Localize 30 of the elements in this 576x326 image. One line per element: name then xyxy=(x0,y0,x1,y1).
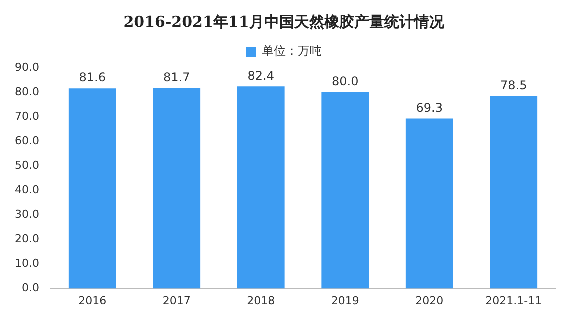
data-label: 82.4 xyxy=(248,68,274,83)
x-tick-label: 2017 xyxy=(162,294,191,308)
y-tick-label: 10.0 xyxy=(14,257,40,270)
y-tick-label: 30.0 xyxy=(14,208,40,222)
x-tick-label: 2020 xyxy=(416,294,444,308)
y-tick-label: 90.0 xyxy=(14,60,40,74)
y-tick-label: 70.0 xyxy=(14,110,40,123)
x-tick-label: 2019 xyxy=(331,294,360,308)
y-tick-label: 60.0 xyxy=(14,134,40,148)
bar xyxy=(322,92,370,289)
y-tick-label: 0.0 xyxy=(22,282,40,295)
bar xyxy=(68,88,116,289)
chart-title: 2016-2021年11月中国天然橡胶产量统计情况 xyxy=(124,12,446,31)
bar xyxy=(153,88,201,289)
bar xyxy=(237,86,285,289)
y-tick-label: 80.0 xyxy=(14,85,40,98)
data-label: 81.6 xyxy=(79,70,106,85)
y-tick-label: 50.0 xyxy=(14,158,40,172)
data-label: 78.5 xyxy=(500,78,528,92)
bar xyxy=(490,96,538,289)
legend-label: 单位：万吨 xyxy=(262,44,322,58)
data-label: 69.3 xyxy=(416,100,443,115)
x-tick-label: 2018 xyxy=(247,294,276,308)
y-tick-label: 40.0 xyxy=(14,184,40,197)
data-label: 81.7 xyxy=(164,70,190,84)
bar xyxy=(406,118,454,289)
y-tick-label: 20.0 xyxy=(14,232,40,246)
x-tick-label: 2016 xyxy=(78,294,107,308)
data-label: 80.0 xyxy=(332,74,359,89)
x-tick-label: 2021.1-11 xyxy=(486,294,542,308)
